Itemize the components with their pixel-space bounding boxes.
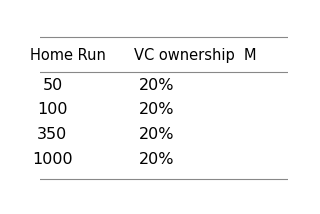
Text: 20%: 20% bbox=[139, 102, 174, 117]
Text: 20%: 20% bbox=[139, 127, 174, 142]
Text: VC ownership: VC ownership bbox=[134, 48, 235, 63]
Text: 1000: 1000 bbox=[32, 152, 73, 167]
Text: 350: 350 bbox=[37, 127, 68, 142]
Text: 50: 50 bbox=[42, 77, 62, 92]
Text: 20%: 20% bbox=[139, 77, 174, 92]
Text: 20%: 20% bbox=[139, 152, 174, 167]
Text: 100: 100 bbox=[37, 102, 68, 117]
Text: M: M bbox=[243, 48, 256, 63]
Text: Home Run: Home Run bbox=[30, 48, 106, 63]
